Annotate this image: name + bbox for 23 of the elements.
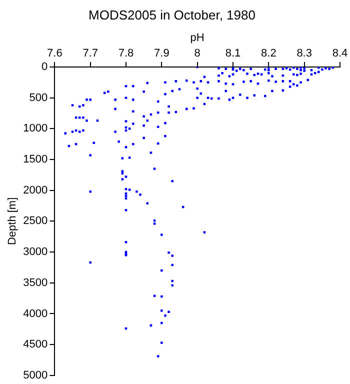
y-tick-label: 4000 <box>23 308 48 320</box>
x-tick-label: 8.2 <box>261 47 276 60</box>
y-tick-label: 0 <box>42 61 48 74</box>
y-tick-label: 2000 <box>23 184 48 196</box>
x-tick-label: 7.6 <box>47 47 62 60</box>
y-tick-label: 3500 <box>23 276 48 289</box>
y-tick-label: 2500 <box>23 215 48 228</box>
x-axis-title: pH <box>190 32 204 44</box>
x-tick-label: 7.8 <box>118 47 134 60</box>
x-tick-label: 8 <box>194 47 200 60</box>
y-tick-label: 1500 <box>23 154 48 166</box>
y-tick-label: 3000 <box>23 246 48 258</box>
y-tick-label: 4500 <box>23 338 48 351</box>
y-tick-label: 5000 <box>23 369 48 382</box>
chart-title: MODS2005 in October, 1980 <box>88 7 256 22</box>
x-tick-label: 8.1 <box>225 47 241 60</box>
x-tick-label: 7.9 <box>154 47 170 60</box>
x-tick-label: 8.4 <box>332 47 348 60</box>
y-tick-label: 500 <box>29 92 48 104</box>
y-axis-title: Depth [m] <box>6 197 19 246</box>
y-tick-label: 1000 <box>23 122 48 135</box>
x-tick-label: 7.7 <box>82 47 98 60</box>
x-tick-label: 8.3 <box>296 47 312 60</box>
